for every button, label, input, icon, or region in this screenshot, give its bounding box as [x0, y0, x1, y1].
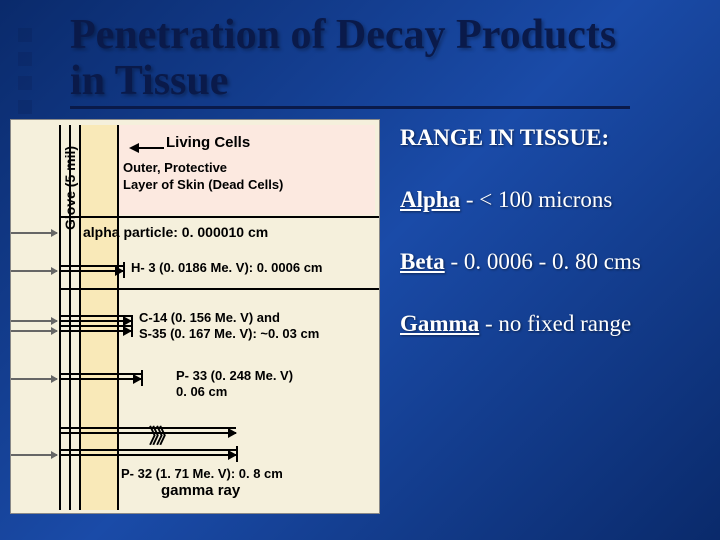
- gamma-wave-icon: 》》: [149, 420, 173, 449]
- slide-title: Penetration of Decay Products in Tissue: [0, 0, 720, 104]
- gamma-label: Gamma: [400, 311, 479, 336]
- ext-arrow-alpha: [11, 232, 57, 234]
- ext-arrow-p32: [11, 454, 57, 456]
- s35-arrow: [59, 330, 131, 332]
- ext-arrow-p33: [11, 378, 57, 380]
- glove-line-left: [59, 125, 61, 510]
- c14-arrow: [59, 320, 131, 322]
- gamma-arrow: [59, 432, 236, 434]
- p32-arrow: [59, 454, 236, 456]
- living-cells-arrow-icon: [129, 142, 165, 154]
- region-divider: [59, 216, 379, 218]
- beta-label: Beta: [400, 249, 445, 274]
- alpha-range: Alpha - < 100 microns: [400, 187, 710, 213]
- c14-l1: C-14 (0. 156 Me. V) and: [139, 310, 280, 325]
- p33-arrow: [59, 378, 141, 380]
- living-cells-label: Living Cells: [166, 134, 250, 151]
- dead-skin-layer: [81, 125, 117, 510]
- p33-label: P- 33 (0. 248 Me. V) 0. 06 cm: [176, 368, 293, 399]
- range-heading: RANGE IN TISSUE:: [400, 125, 710, 151]
- alpha-value: - < 100 microns: [460, 187, 612, 212]
- title-line-2: in Tissue: [70, 58, 228, 104]
- title-underline: [70, 106, 630, 109]
- c14-tick: [131, 315, 133, 337]
- title-line-1: Penetration of Decay Products: [70, 12, 616, 58]
- ext-arrow-h3: [11, 270, 57, 272]
- p33-l1: P- 33 (0. 248 Me. V): [176, 368, 293, 383]
- h3-arrow: [59, 270, 123, 272]
- range-text-panel: RANGE IN TISSUE: Alpha - < 100 microns B…: [380, 119, 720, 519]
- p32-label: P- 32 (1. 71 Me. V): 0. 8 cm: [121, 466, 283, 482]
- dead-cells-l2: Layer of Skin (Dead Cells): [123, 177, 283, 192]
- ext-arrow-s35: [11, 330, 57, 332]
- h3-label: H- 3 (0. 0186 Me. V): 0. 0006 cm: [131, 260, 322, 276]
- divider-2: [59, 288, 379, 290]
- h3-tick: [123, 262, 125, 278]
- content-area: Glove (5 mil) Living Cells Outer, Protec…: [0, 119, 720, 519]
- c14-label: C-14 (0. 156 Me. V) and S-35 (0. 167 Me.…: [139, 310, 319, 341]
- dead-cells-label: Outer, Protective Layer of Skin (Dead Ce…: [123, 160, 283, 193]
- skin-border-left: [79, 125, 81, 510]
- range-heading-text: RANGE IN TISSUE:: [400, 125, 609, 150]
- glove-line-right: [69, 125, 71, 510]
- gamma-range: Gamma - no fixed range: [400, 311, 710, 337]
- p33-tick: [141, 370, 143, 386]
- dead-cells-l1: Outer, Protective: [123, 160, 227, 175]
- p32-tick: [236, 446, 238, 462]
- gamma-value: - no fixed range: [479, 311, 631, 336]
- beta-value: - 0. 0006 - 0. 80 cms: [445, 249, 641, 274]
- p33-l2: 0. 06 cm: [176, 384, 227, 399]
- penetration-diagram: Glove (5 mil) Living Cells Outer, Protec…: [10, 119, 380, 514]
- alpha-label: Alpha: [400, 187, 460, 212]
- beta-range: Beta - 0. 0006 - 0. 80 cms: [400, 249, 710, 275]
- ext-arrow-c14: [11, 320, 57, 322]
- c14-l2: S-35 (0. 167 Me. V): ~0. 03 cm: [139, 326, 319, 341]
- gamma-ray-label: gamma ray: [161, 482, 240, 499]
- alpha-label: alpha particle: 0. 000010 cm: [83, 224, 268, 241]
